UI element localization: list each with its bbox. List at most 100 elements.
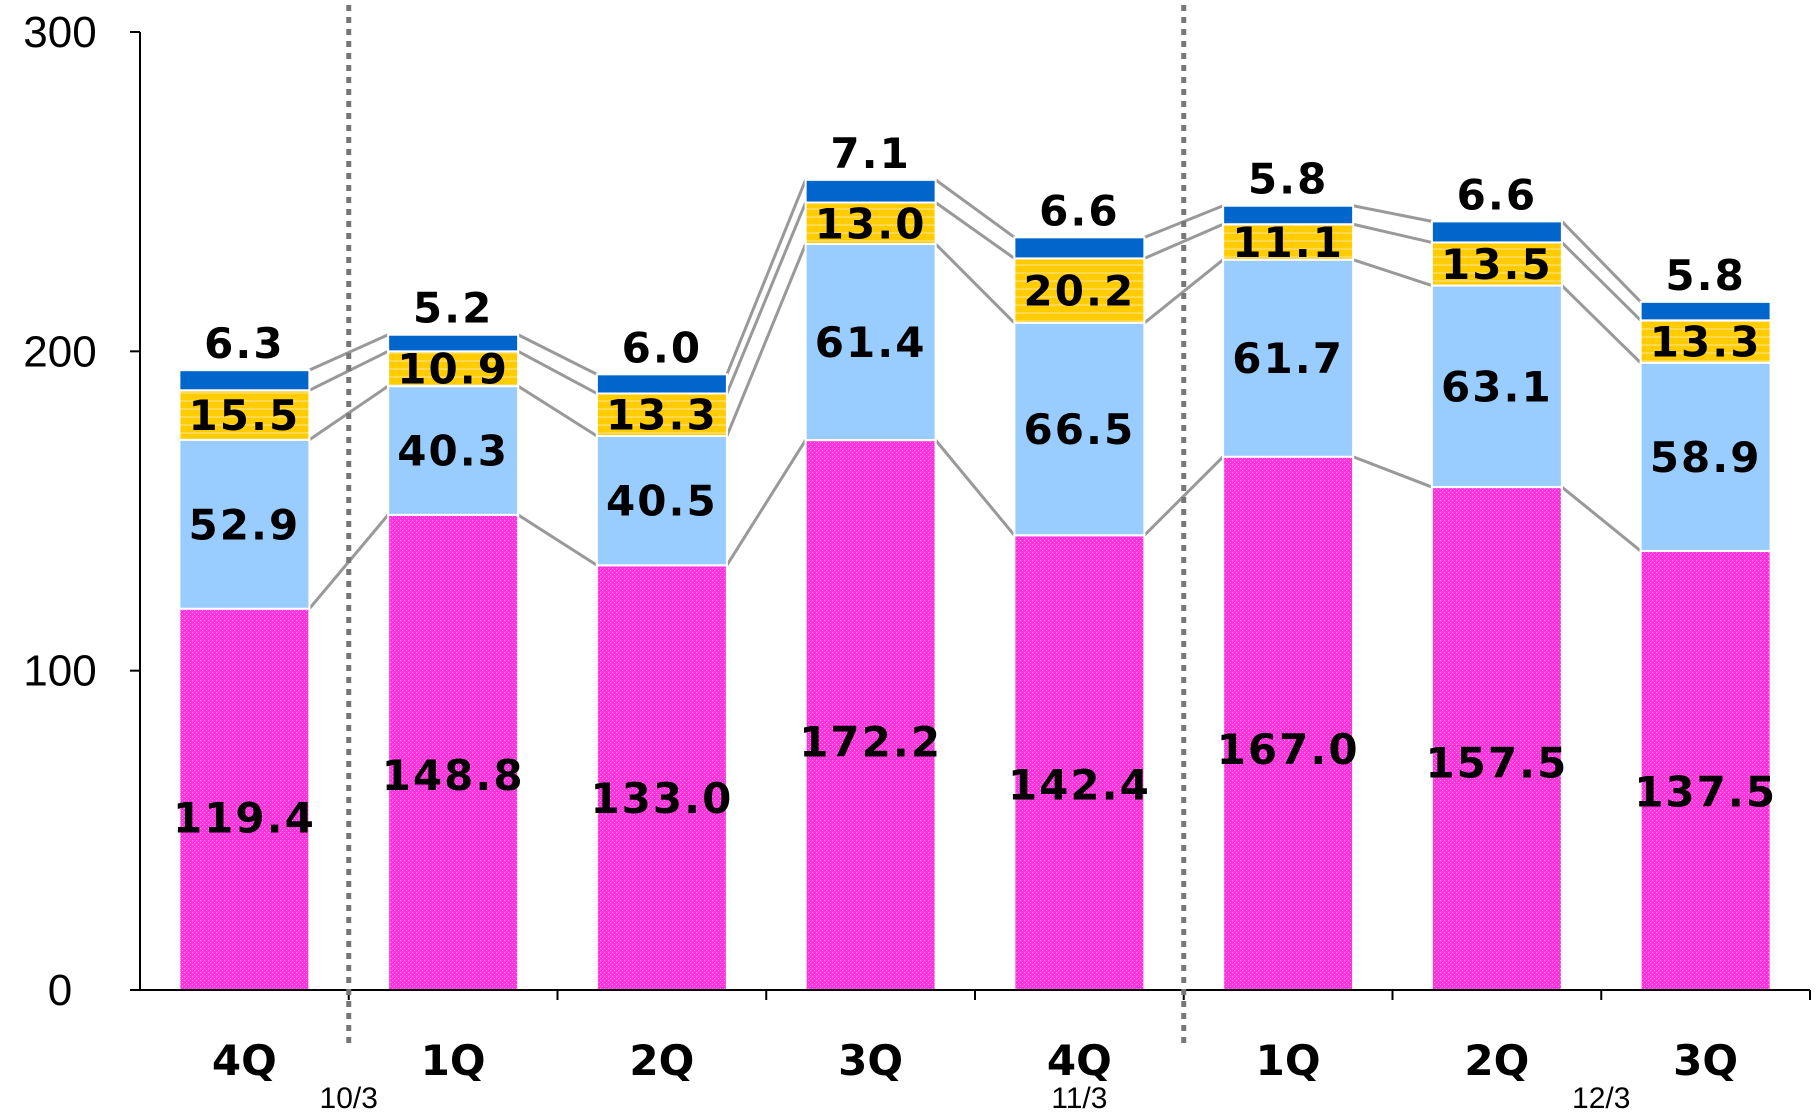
x-tick-label: 2Q (629, 1036, 694, 1085)
bar-segment-4 (1222, 204, 1355, 226)
connector-line (1560, 241, 1642, 322)
data-label: 13.3 (1650, 318, 1762, 367)
connector-line (934, 178, 1016, 239)
data-label: 6.3 (204, 319, 284, 368)
y-tick-label: 200 (23, 327, 96, 376)
data-label: 142.4 (1008, 760, 1151, 809)
connector-line (1352, 258, 1433, 287)
connector-line (308, 333, 389, 372)
period-label: 12/3 (1572, 1082, 1630, 1115)
connector-line (517, 333, 598, 376)
data-label: 167.0 (1217, 725, 1360, 774)
bar-segment-3 (387, 350, 520, 388)
data-label: 157.5 (1425, 739, 1568, 788)
data-label: 61.4 (815, 318, 927, 367)
x-tick-label: 2Q (1464, 1036, 1529, 1085)
x-tick-label: 1Q (421, 1036, 486, 1085)
data-label: 66.5 (1024, 405, 1136, 454)
period-label: 11/3 (1051, 1082, 1107, 1115)
bar-segment-4 (1013, 236, 1146, 260)
data-label: 5.2 (413, 284, 493, 333)
data-label: 133.0 (590, 774, 733, 823)
data-label: 172.2 (799, 718, 942, 767)
data-label: 52.9 (189, 500, 301, 549)
connector-line (517, 350, 598, 395)
connector-lines (308, 178, 1642, 610)
connector-line (934, 201, 1016, 260)
connector-line (1143, 222, 1224, 260)
connector-line (1560, 220, 1642, 303)
bar-segment-2 (1222, 258, 1355, 458)
x-tick-label: 3Q (838, 1036, 903, 1085)
connector-line (725, 439, 807, 567)
x-tick-label: 3Q (1673, 1036, 1738, 1085)
connector-line (1560, 284, 1642, 364)
bar-segment-4 (804, 178, 937, 204)
data-label: 58.9 (1650, 433, 1762, 482)
bar-segment-1 (595, 564, 728, 992)
data-label: 20.2 (1024, 267, 1136, 316)
data-label: 13.3 (606, 391, 718, 440)
data-label: 7.1 (830, 129, 910, 178)
data-label: 137.5 (1634, 767, 1777, 816)
data-label: 13.0 (815, 199, 927, 248)
bar-segment-1 (178, 607, 311, 991)
y-tick-label: 0 (48, 966, 72, 1015)
connector-line (1560, 485, 1642, 553)
data-label: 10.9 (397, 345, 509, 394)
connector-line (1352, 222, 1433, 244)
bar-segment-3 (1222, 223, 1355, 261)
bars (178, 178, 1772, 992)
bar-segment-1 (1222, 455, 1355, 992)
bar-segment-1 (387, 513, 520, 991)
data-label: 5.8 (1248, 155, 1328, 204)
data-label: 61.7 (1232, 334, 1344, 383)
bar-segment-1 (804, 439, 937, 992)
connector-line (1143, 455, 1225, 537)
connector-line (1352, 455, 1433, 489)
data-label: 6.0 (622, 323, 702, 372)
connector-line (517, 513, 598, 567)
connector-line (1352, 204, 1433, 223)
y-tick-label: 100 (23, 647, 96, 696)
y-tick-label: 300 (23, 8, 96, 57)
x-tick-label: 1Q (1256, 1036, 1321, 1085)
bar-segment-1 (1013, 534, 1146, 991)
connector-line (934, 242, 1016, 324)
data-label: 6.6 (1457, 170, 1537, 219)
data-label: 40.5 (606, 477, 718, 526)
bar-segment-4 (387, 333, 520, 353)
x-tick-label: 4Q (1047, 1036, 1112, 1085)
bar-segment-2 (178, 438, 311, 610)
bar-segment-3 (178, 389, 311, 441)
axes: 0 100 200 300 4Q 1Q 2Q 3Q 4Q 1Q 2Q 3Q 10/3 11/3 12/3 (23, 5, 1811, 1115)
bar-segment-4 (595, 373, 728, 395)
bar-segment-2 (1639, 361, 1772, 552)
data-label: 119.4 (173, 793, 316, 842)
bar-segment-3 (804, 201, 937, 246)
data-label: 6.6 (1039, 186, 1119, 235)
data-label: 40.3 (397, 426, 509, 475)
data-labels: 119.4 52.9 15.5 6.3 148.8 40.3 10.9 5.2 133.0 40.… (173, 129, 1777, 843)
bar-segment-2 (1430, 284, 1563, 489)
connector-line (934, 439, 1016, 537)
bar-segment-2 (1013, 321, 1146, 537)
bar-segment-1 (1639, 549, 1772, 992)
data-label: 11.1 (1232, 218, 1344, 267)
x-tick-label: 4Q (212, 1036, 277, 1085)
connector-line (725, 201, 808, 395)
data-label: 13.5 (1441, 240, 1553, 289)
connector-line (308, 384, 389, 442)
connector-line (725, 179, 808, 375)
bar-segment-4 (1430, 220, 1563, 244)
period-label: 10/3 (320, 1082, 378, 1115)
data-label: 63.1 (1441, 362, 1553, 411)
bar-segment-2 (387, 385, 520, 516)
data-label: 15.5 (189, 391, 301, 440)
bar-segment-1 (1430, 486, 1563, 991)
connector-line (725, 243, 808, 437)
connector-line (1143, 258, 1225, 325)
bar-segment-3 (1430, 241, 1563, 287)
data-label: 5.8 (1665, 251, 1745, 300)
